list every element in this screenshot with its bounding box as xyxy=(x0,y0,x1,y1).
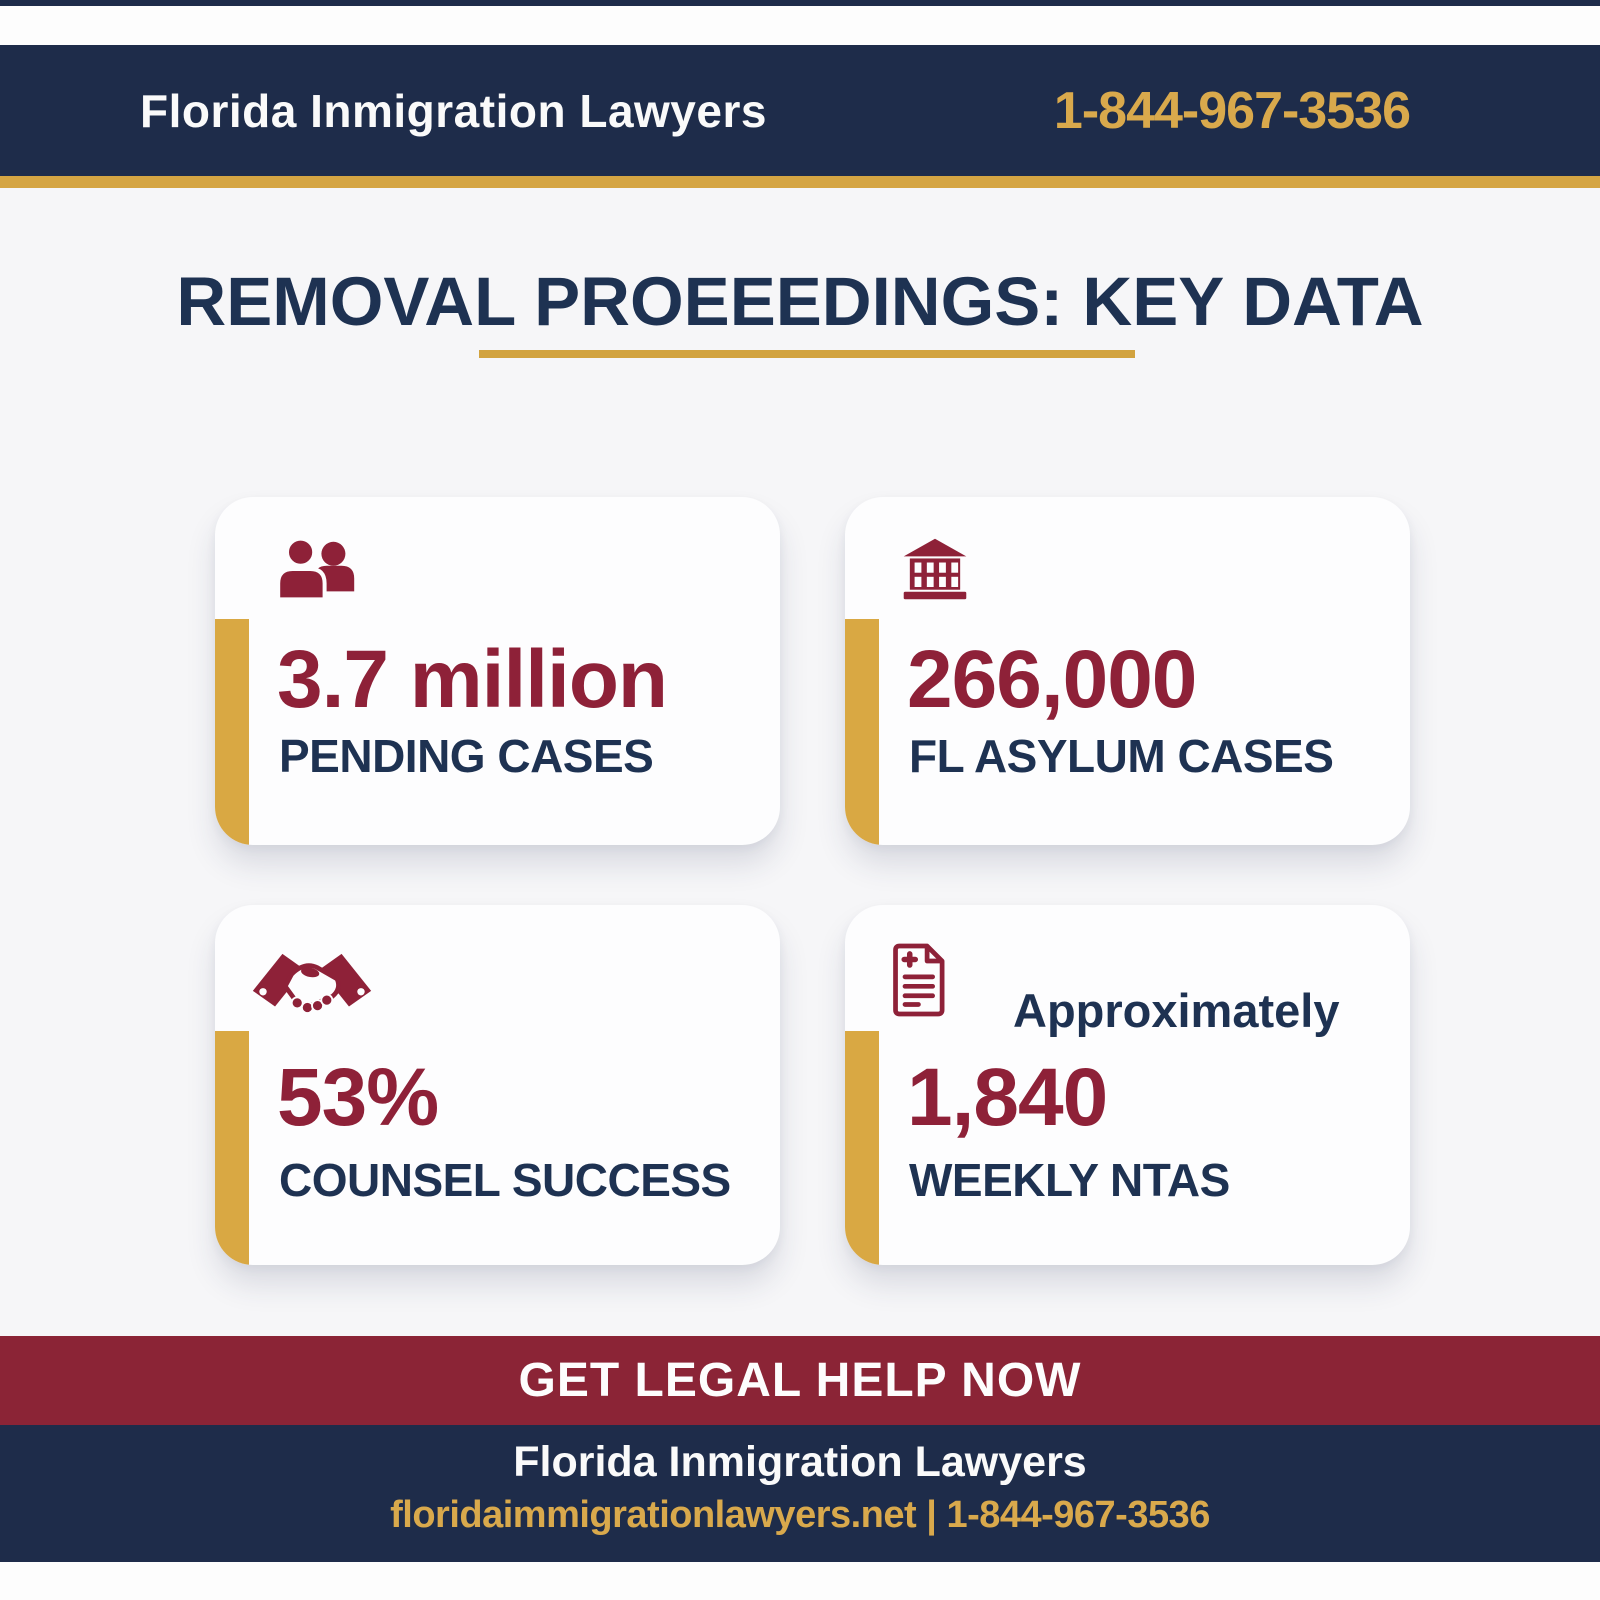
stat-card-weekly-ntas: Approximately 1,840 WEEKLY NTAS xyxy=(845,905,1410,1265)
stat-card-pending-cases: 3.7 million PENDING CASES xyxy=(215,497,780,845)
get-legal-help-button[interactable]: GET LEGAL HELP NOW xyxy=(0,1336,1600,1425)
header-bar: Florida Inmigration Lawyers 1-844-967-35… xyxy=(0,45,1600,176)
stat-value: 1,840 xyxy=(907,1052,1108,1143)
handshake-icon xyxy=(252,953,372,1014)
footer-phone-number[interactable]: 1-844-967-3536 xyxy=(946,1494,1210,1537)
card-gold-accent xyxy=(845,1031,879,1265)
stat-card-counsel-success: 53% COUNSEL SUCCESS xyxy=(215,905,780,1265)
stat-value: 266,000 xyxy=(907,634,1197,725)
bottom-white-strip xyxy=(0,1562,1600,1600)
header-brand: Florida Inmigration Lawyers xyxy=(140,84,767,137)
card-gold-accent xyxy=(845,618,879,845)
footer-bar: Florida Inmigration Lawyers floridaimmig… xyxy=(0,1425,1600,1562)
stat-label: PENDING CASES xyxy=(279,730,654,782)
stat-label: FL ASYLUM CASES xyxy=(909,730,1334,782)
stat-prefix: Approximately xyxy=(1013,984,1340,1037)
card-gold-accent xyxy=(215,618,249,845)
header-gold-divider xyxy=(0,176,1600,188)
stat-label: COUNSEL SUCCESS xyxy=(279,1154,731,1206)
card-gold-accent xyxy=(215,1031,249,1265)
page-title: REMOVAL PROEEEDINGS: KEY DATA xyxy=(176,263,1424,340)
stat-value: 53% xyxy=(277,1052,439,1143)
header-phone-number[interactable]: 1-844-967-3536 xyxy=(1053,81,1411,140)
stat-label: WEEKLY NTAS xyxy=(909,1154,1230,1206)
footer-divider: | xyxy=(916,1494,947,1537)
bank-icon xyxy=(903,538,967,600)
footer-website-link[interactable]: floridaimmigrationlawyers.net xyxy=(390,1494,917,1537)
users-icon xyxy=(276,537,355,601)
document-icon xyxy=(893,943,945,1017)
title-underline xyxy=(479,350,1135,358)
footer-contact-line: floridaimmigrationlawyers.net | 1-844-96… xyxy=(0,1494,1600,1537)
top-white-gap xyxy=(0,6,1600,45)
top-border-line xyxy=(0,0,1600,6)
footer-brand: Florida Inmigration Lawyers xyxy=(513,1438,1087,1486)
stat-value: 3.7 million xyxy=(277,634,668,725)
stat-card-fl-asylum-cases: 266,000 FL ASYLUM CASES xyxy=(845,497,1410,845)
